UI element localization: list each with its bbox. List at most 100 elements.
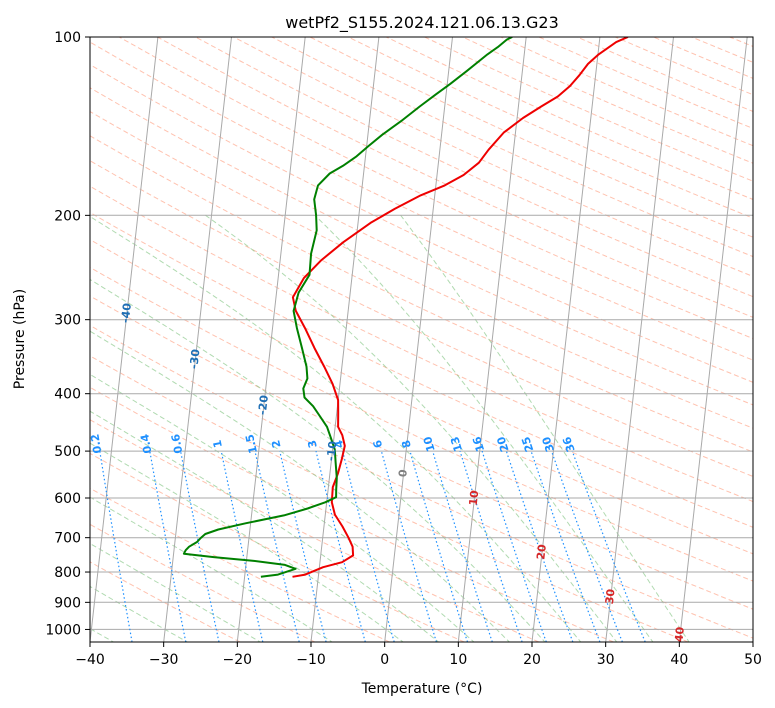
dry-adiabat	[157, 37, 753, 318]
mixing-ratio-label: 4	[332, 438, 347, 449]
dry-adiabat	[90, 386, 614, 642]
dry-adiabat	[90, 41, 753, 361]
y-tick-label: 500	[54, 444, 81, 460]
x-tick-label: 0	[380, 652, 389, 668]
mixing-ratio-line	[571, 450, 646, 642]
mixing-ratio-line	[342, 450, 395, 642]
isotherm-label: 30	[603, 588, 618, 605]
dry-adiabat	[90, 295, 753, 610]
isotherm-line	[605, 37, 674, 642]
moist-adiabat	[90, 373, 475, 642]
dry-adiabat	[691, 37, 753, 63]
dry-adiabat	[90, 452, 465, 642]
y-tick-label: 700	[54, 531, 81, 547]
y-tick-label: 400	[54, 387, 81, 403]
dry-adiabat	[729, 37, 753, 47]
dry-adiabat	[271, 37, 753, 258]
isotherm-line	[236, 37, 306, 642]
moist-adiabat	[90, 442, 404, 642]
moist-adiabat	[90, 330, 511, 642]
dry-adiabat	[90, 355, 689, 642]
mixing-ratio-line	[432, 450, 493, 642]
mixing-ratio-line	[220, 450, 264, 642]
isotherm-label: 10	[467, 489, 482, 506]
moist-adiabat	[400, 215, 690, 642]
mixing-ratio-label: 6	[371, 438, 386, 449]
mixing-ratio-line	[315, 450, 366, 642]
isotherm-label: -50	[50, 256, 65, 278]
isotherm-line	[384, 37, 453, 642]
temperature-profile-line	[291, 37, 629, 578]
mixing-ratio-line	[180, 450, 220, 642]
dry-adiabat	[118, 37, 753, 340]
dry-adiabat	[347, 37, 753, 219]
mixing-ratio-label: 1	[211, 439, 225, 449]
moist-adiabat	[90, 496, 334, 642]
mixing-ratio-label: 10	[421, 435, 438, 454]
isotherm-label: 40	[672, 626, 687, 643]
dry-adiabat	[90, 87, 753, 406]
mixing-ratio-line	[530, 450, 601, 642]
y-tick-label: 200	[54, 208, 81, 224]
dry-adiabat	[424, 37, 753, 182]
mixing-ratio-label: 25	[519, 435, 536, 454]
mixing-ratio-label: 3	[305, 439, 319, 450]
dry-adiabat	[90, 211, 753, 528]
moist-adiabat	[90, 585, 189, 642]
isotherm-label: 0	[396, 468, 410, 477]
isotherm-label: -30	[187, 348, 202, 370]
x-tick-label: 10	[449, 652, 467, 668]
y-tick-label: 100	[54, 30, 81, 46]
isotherm-label: -20	[256, 394, 271, 416]
x-axis-label: Temperature (°C)	[361, 681, 483, 697]
dry-adiabat	[90, 266, 753, 582]
isotherm-line	[310, 37, 380, 642]
dry-adiabat	[90, 419, 540, 642]
y-tick-label: 800	[54, 565, 81, 581]
dry-adiabat	[195, 37, 753, 298]
dry-adiabat	[90, 185, 753, 503]
dry-adiabat	[90, 561, 241, 642]
isotherm-label: 20	[534, 543, 549, 560]
mixing-ratio-label: 2	[269, 439, 283, 449]
mixing-ratio-line	[380, 450, 437, 642]
mixing-ratio-label: 13	[448, 435, 465, 453]
mixing-ratio-line	[459, 450, 523, 642]
moist-adiabat	[314, 214, 654, 642]
mixing-ratio-label: 20	[494, 435, 511, 454]
x-tick-label: −10	[296, 652, 326, 668]
isotherm-line	[0, 37, 11, 642]
moist-adiabat	[90, 542, 262, 642]
dry-adiabat	[90, 64, 753, 383]
dry-adiabat	[90, 487, 390, 642]
isotherm-line	[457, 37, 527, 642]
y-axis-label: Pressure (hPa)	[12, 289, 28, 389]
x-tick-label: 50	[744, 652, 762, 668]
isotherm-label: -10	[324, 440, 339, 462]
dry-adiabat	[386, 37, 753, 201]
mixing-ratio-label: 1.5	[243, 433, 260, 455]
mixing-ratio-label: 0.2	[88, 433, 104, 454]
mixing-ratio-label: 16	[470, 435, 487, 454]
x-tick-label: −30	[149, 652, 179, 668]
dry-adiabat	[768, 37, 775, 642]
isotherm-line	[531, 37, 601, 642]
moist-adiabat	[90, 278, 546, 642]
axes: −40 −30 −20 −10 0 10 20 30 40 5010020030040050060…	[45, 30, 762, 668]
dry-adiabat	[90, 239, 753, 555]
dewpoint-profile-line	[182, 37, 513, 578]
plot-area	[0, 37, 775, 642]
isotherm-label: -40	[119, 302, 134, 324]
isotherm-line	[678, 37, 748, 642]
dry-adiabat	[90, 523, 315, 642]
x-tick-label: 40	[670, 652, 688, 668]
dry-adiabat	[538, 37, 753, 129]
isotherm-line	[90, 37, 159, 642]
x-tick-label: 30	[597, 652, 615, 668]
chart-title: wetPf2_S155.2024.121.06.13.G23	[285, 13, 559, 33]
mixing-ratio-line	[99, 451, 133, 642]
moist-adiabat	[90, 410, 440, 642]
mixing-ratio-label: 30	[540, 435, 557, 454]
y-tick-label: 900	[54, 595, 81, 611]
